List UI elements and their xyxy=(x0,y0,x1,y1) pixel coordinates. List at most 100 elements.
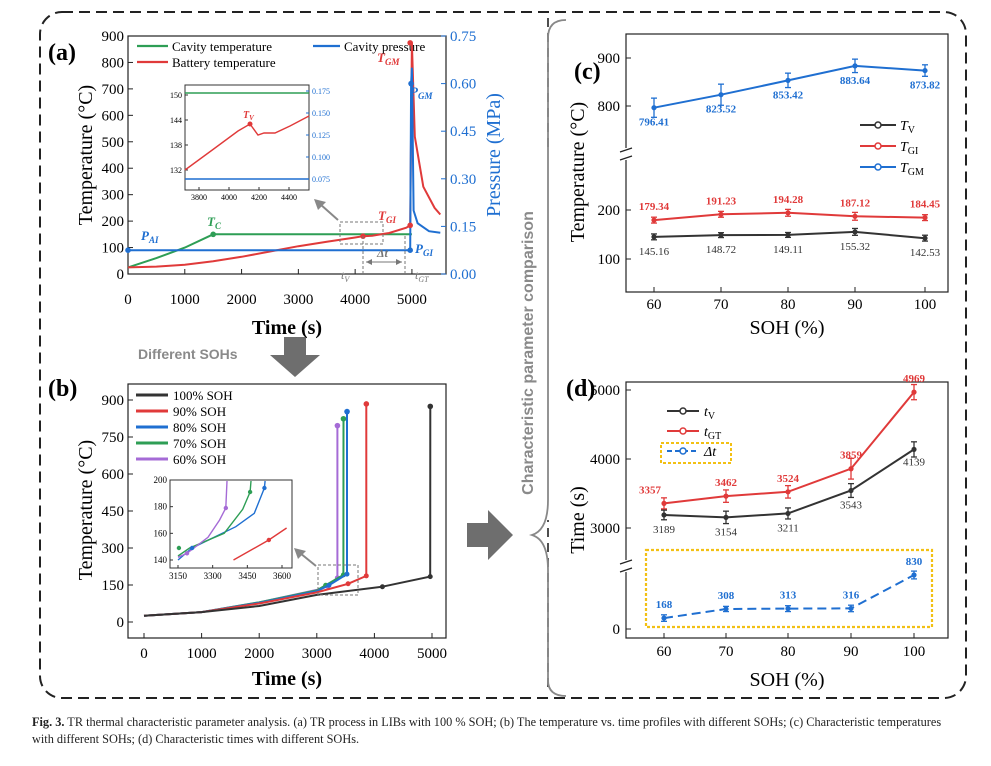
c-xtick-label: 80 xyxy=(781,297,796,313)
b-xtick-label: 5000 xyxy=(417,646,447,662)
panel-d: (d) 3000 4000 5000 0 60 70 80 90 100 SOH (%) Ti… xyxy=(566,373,949,691)
c-data-label: 191.23 xyxy=(706,195,737,207)
ann-tv: tV xyxy=(341,268,350,284)
b-legend-label: 90% SOH xyxy=(173,404,226,419)
panel-c-label: (c) xyxy=(574,59,601,85)
ai-y2tick-label: 0.175 xyxy=(312,87,330,96)
b-v-marker xyxy=(379,584,385,590)
a-point-marker xyxy=(407,247,413,253)
a-xtick-label: 2000 xyxy=(227,292,257,308)
b-gi-marker xyxy=(363,573,369,579)
b-xtick-label: 2000 xyxy=(244,646,274,662)
d-point xyxy=(661,615,667,621)
c-point xyxy=(785,210,791,216)
b-xtick-label: 3000 xyxy=(302,646,332,662)
a-xtick-label: 1000 xyxy=(170,292,200,308)
c-ytick-label: 100 xyxy=(598,252,621,268)
d-data-label: 3154 xyxy=(715,526,738,538)
ann-tgm: TGM xyxy=(377,50,400,67)
outer-dashed-frame xyxy=(39,11,967,699)
c-data-label: 873.82 xyxy=(910,80,941,92)
c-point xyxy=(852,63,858,69)
d-xtick-label: 70 xyxy=(719,644,734,660)
axis-break-d2 xyxy=(619,567,633,573)
ai-ytick-label: 144 xyxy=(170,116,182,125)
figure-caption: Fig. 3. TR thermal characteristic parame… xyxy=(32,714,962,748)
ai-xtick-label: 4400 xyxy=(281,193,297,202)
b-v-marker xyxy=(326,582,332,588)
d-data-label: 3357 xyxy=(639,484,662,496)
d-point xyxy=(723,493,729,499)
inset-pointer-b-head xyxy=(294,548,306,559)
c-legend-label: TGM xyxy=(900,161,924,178)
b-legend-label: 60% SOH xyxy=(173,452,226,467)
c-point xyxy=(852,213,858,219)
panel-b-label: (b) xyxy=(48,376,77,402)
c-data-label: 796.41 xyxy=(639,117,669,129)
b-xtick-label: 1000 xyxy=(187,646,217,662)
axis-break-d1 xyxy=(619,559,633,565)
ann-tc: TC xyxy=(207,214,222,231)
panel-a-xlabel: Time (s) xyxy=(252,317,322,339)
ann-pgi: PGI xyxy=(415,241,433,258)
d-point xyxy=(661,500,667,506)
figure: Characteristic parameter comparison Diff… xyxy=(39,11,967,699)
d-legend-label: Δt xyxy=(703,445,717,460)
a-xtick-label: 3000 xyxy=(283,292,313,308)
panel-b-inset: 3150 3300 3450 3600 140 160 180 200 xyxy=(154,475,293,581)
d-point xyxy=(848,487,854,494)
curly-brace xyxy=(528,19,567,697)
d-point xyxy=(785,489,791,495)
c-xtick-label: 90 xyxy=(848,297,863,313)
c-data-label: 187.12 xyxy=(840,197,871,209)
a-ytick-label: 600 xyxy=(102,108,125,124)
panel-a-y2label: Pressure (MPa) xyxy=(483,93,505,217)
c-point xyxy=(922,235,928,241)
bi-marker xyxy=(176,545,182,551)
d-ytick-label: 0 xyxy=(613,622,621,638)
bi-marker xyxy=(189,545,195,551)
b-ytick-label: 0 xyxy=(117,615,125,631)
ann-tgt: tGT xyxy=(415,268,429,284)
bi-xtick-label: 3150 xyxy=(169,571,188,581)
b-peak-marker xyxy=(363,401,370,407)
panel-b: (b) 0 150 300 450 600 750 900 0 1000 2000 3000 400… xyxy=(48,376,447,690)
d-data-label: 3859 xyxy=(840,450,863,462)
d-xtick-label: 100 xyxy=(903,644,926,660)
caption-text: TR thermal characteristic parameter anal… xyxy=(32,715,942,746)
b-ytick-label: 150 xyxy=(102,578,125,594)
bi-ytick-label: 180 xyxy=(154,502,168,512)
zoom-box-b xyxy=(317,564,359,596)
d-ytick-label: 4000 xyxy=(590,452,620,468)
d-point xyxy=(911,389,917,395)
bi-marker xyxy=(247,489,253,495)
ann-tgi: TGI xyxy=(378,208,396,225)
d-point xyxy=(723,606,729,612)
bi-ytick-label: 140 xyxy=(154,555,168,565)
a-xtick-label: 4000 xyxy=(340,292,370,308)
d-series-delta-t xyxy=(663,574,915,620)
c-point xyxy=(718,232,724,238)
b-gi-marker xyxy=(344,571,350,577)
zoom-box xyxy=(339,221,384,245)
b-ytick-label: 300 xyxy=(102,541,125,557)
bi-xtick-label: 3600 xyxy=(273,571,292,581)
a-ytick-label: 400 xyxy=(102,161,125,177)
caption-label: Fig. 3. xyxy=(32,715,65,729)
panel-a-label: (a) xyxy=(48,40,76,66)
axis-break-c2 xyxy=(619,155,633,161)
c-point xyxy=(785,77,791,83)
c-data-label: 148.72 xyxy=(706,244,736,256)
down-arrow xyxy=(270,337,320,377)
ai-xtick-label: 3800 xyxy=(191,193,207,202)
c-ytick-label: 900 xyxy=(598,51,621,67)
d-data-label: 3189 xyxy=(653,524,676,536)
a-point-marker xyxy=(407,222,413,229)
a-ytick-label: 800 xyxy=(102,55,125,71)
panel-d-label: (d) xyxy=(566,376,595,402)
panel-a: (a) 0 100 200 300 400 500 600 700 800 900 0.00 0.1… xyxy=(48,29,505,339)
ann-pgm: PGM xyxy=(410,84,433,101)
a-ytick-label: 300 xyxy=(102,188,125,204)
dt-arrow-head-left xyxy=(366,259,372,265)
ai-y2tick-label: 0.150 xyxy=(312,109,330,118)
